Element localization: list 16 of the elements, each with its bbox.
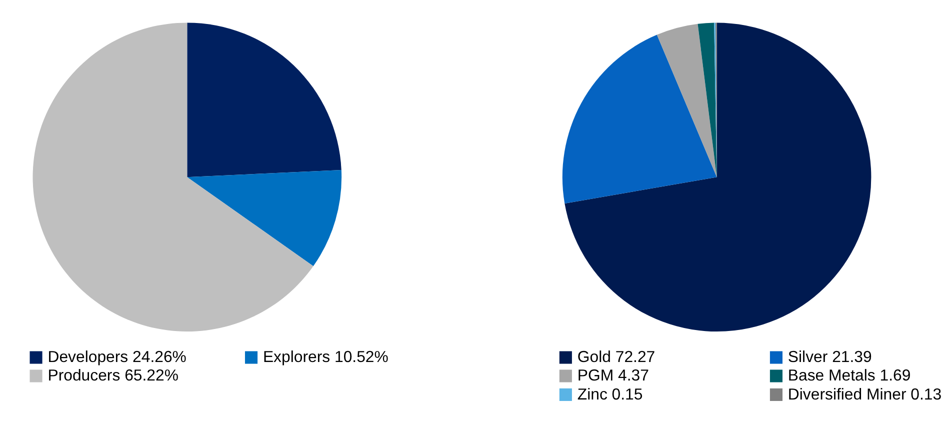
legend-label: Silver 21.39	[788, 349, 872, 366]
pie-slice	[564, 22, 872, 332]
legend-label: Base Metals 1.69	[788, 368, 911, 385]
legend-label: Explorers 10.52%	[262, 349, 388, 366]
pie-slice	[656, 24, 717, 178]
legend-label: Zinc 0.15	[577, 386, 643, 404]
pie-slice	[562, 34, 717, 204]
legend-label: Diversified Miner 0.13	[788, 386, 942, 404]
pie-slice	[698, 22, 717, 178]
pie-slice	[32, 22, 314, 332]
pie-slice	[187, 22, 342, 178]
legend-label: Producers 65.22%	[48, 368, 178, 385]
pie-slice	[187, 170, 342, 266]
legend-label: Gold 72.27	[577, 349, 656, 366]
legend-label: PGM 4.37	[577, 368, 650, 385]
legend-label: Developers 24.26%	[48, 349, 186, 366]
